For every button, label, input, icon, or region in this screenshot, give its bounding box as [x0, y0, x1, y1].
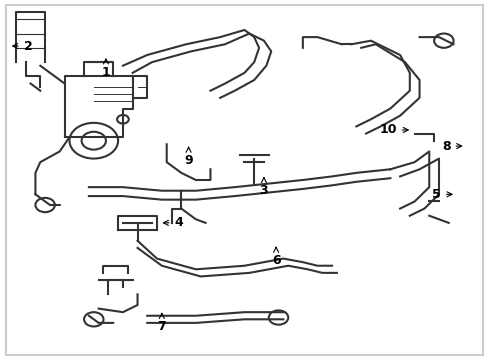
Text: 9: 9: [184, 147, 192, 167]
Text: 5: 5: [431, 188, 451, 201]
Text: 6: 6: [271, 247, 280, 267]
Text: 7: 7: [157, 314, 166, 333]
Text: 1: 1: [102, 59, 110, 79]
Text: 3: 3: [259, 177, 268, 197]
Text: 10: 10: [378, 123, 407, 136]
Text: 2: 2: [13, 40, 32, 53]
Text: 4: 4: [163, 216, 183, 229]
Text: 8: 8: [441, 140, 461, 153]
